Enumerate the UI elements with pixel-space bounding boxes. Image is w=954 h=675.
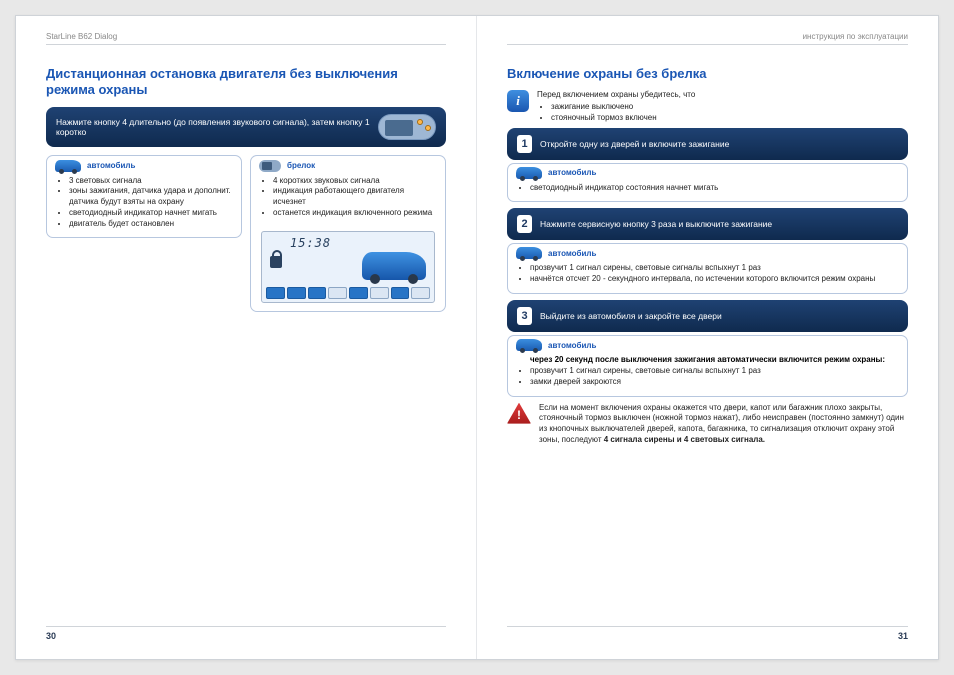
lcd-status-icon [349,287,368,299]
info-text: Перед включением охраны убедитесь, что з… [537,90,695,123]
car-icon [516,339,542,351]
lcd-status-icon [411,287,430,299]
lock-icon [270,256,282,268]
list-item: двигатель будет остановлен [69,219,231,230]
card-automobile: автомобиль прозвучит 1 сигнал сирены, све… [507,243,908,294]
right-title: Включение охраны без брелка [507,66,908,82]
manual-spread: StarLine B62 Dialog Дистанционная остано… [15,15,939,660]
car-icon [516,167,542,179]
left-instruction-bar: Нажмите кнопку 4 длительно (до появления… [46,107,446,147]
card-list: прозвучит 1 сигнал сирены, световые сигн… [508,364,907,396]
lcd-status-icon [328,287,347,299]
step-number: 1 [517,135,532,153]
page-left: StarLine B62 Dialog Дистанционная остано… [16,16,477,659]
card-label-auto: автомобиль [548,249,596,258]
remote-fob-icon [378,114,436,140]
page-number-left: 30 [46,631,56,641]
warn-bold: 4 сигнала сирены и 4 световых сигнала. [604,435,765,444]
card-auto-list: 3 световых сигнала зоны зажигания, датчи… [47,174,241,238]
info-lead: Перед включением охраны убедитесь, что [537,90,695,99]
lcd-status-icon [308,287,327,299]
card-label-auto: автомобиль [87,161,135,170]
warning-text: Если на момент включения охраны окажется… [539,403,908,446]
card-remote: брелок 4 коротких звуковых сигнала индик… [250,155,446,312]
info-icon: i [507,90,529,112]
step-bar: 1 Откройте одну из дверей и включите зажи… [507,128,908,160]
lcd-status-icon [287,287,306,299]
remote-icon [259,160,281,172]
warning-icon: ! [507,403,531,424]
card-label-remote: брелок [287,161,315,170]
list-item: зажигание выключено [551,102,695,113]
warning-callout: ! Если на момент включения охраны окажет… [507,403,908,446]
list-item: прозвучит 1 сигнал сирены, световые сигн… [530,263,897,274]
lcd-status-icon [370,287,389,299]
car-icon [55,160,81,172]
list-item: прозвучит 1 сигнал сирены, световые сигн… [530,366,897,377]
info-callout: i Перед включением охраны убедитесь, что… [507,90,908,123]
list-item: светодиодный индикатор начнет мигать [69,208,231,219]
list-item: зоны зажигания, датчика удара и дополнит… [69,186,231,208]
car-icon [516,247,542,259]
list-item: светодиодный индикатор состояния начнет … [530,183,897,194]
list-item: стояночный тормоз включен [551,113,695,124]
card-bold-note: через 20 секунд после выключения зажиган… [508,353,907,364]
lcd-status-icon [391,287,410,299]
card-list: светодиодный индикатор состояния начнет … [508,181,907,202]
list-item: 3 световых сигнала [69,176,231,187]
lcd-screen-icon: 15:38 [261,231,435,303]
card-automobile: автомобиль через 20 секунд после выключен… [507,335,908,397]
card-label-auto: автомобиль [548,341,596,350]
list-item: замки дверей закроются [530,377,897,388]
doc-type: инструкция по эксплуатации [803,32,908,41]
list-item: останется индикация включенного режима [273,208,435,219]
step-number: 3 [517,307,532,325]
rule-bottom [46,626,446,627]
left-title: Дистанционная остановка двигателя без вы… [46,66,446,99]
lcd-status-icon [266,287,285,299]
page-number-right: 31 [898,631,908,641]
page-right: инструкция по эксплуатации Включение охр… [477,16,938,659]
list-item: 4 коротких звуковых сигнала [273,176,435,187]
doc-product: StarLine B62 Dialog [46,32,117,41]
left-instruction-text: Нажмите кнопку 4 длительно (до появления… [56,117,370,137]
list-item: индикация работающего двигателя исчезнет [273,186,435,208]
step-bar: 3 Выйдите из автомобиля и закройте все дв… [507,300,908,332]
rule-top [46,44,446,45]
card-remote-list: 4 коротких звуковых сигнала индикация ра… [251,174,445,227]
step-text: Нажмите сервисную кнопку 3 раза и выключ… [540,219,898,229]
lcd-car-icon [362,252,426,280]
step-bar: 2 Нажмите сервисную кнопку 3 раза и выклю… [507,208,908,240]
step-text: Выйдите из автомобиля и закройте все две… [540,311,898,321]
card-list: прозвучит 1 сигнал сирены, световые сигн… [508,261,907,293]
rule-bottom [507,626,908,627]
left-columns: автомобиль 3 световых сигнала зоны зажиг… [46,155,446,312]
step-number: 2 [517,215,532,233]
rule-top [507,44,908,45]
step-text: Откройте одну из дверей и включите зажиг… [540,139,898,149]
card-automobile: автомобиль 3 световых сигнала зоны зажиг… [46,155,242,239]
card-automobile: автомобиль светодиодный индикатор состоян… [507,163,908,203]
lcd-clock: 15:38 [290,236,331,250]
card-label-auto: автомобиль [548,168,596,177]
list-item: начнётся отсчет 20 - секундного интервал… [530,274,897,285]
lcd-icon-row [266,287,430,299]
